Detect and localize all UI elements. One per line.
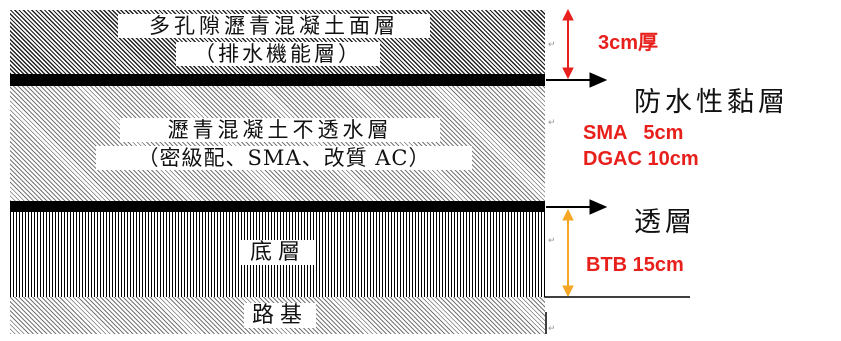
orange-thickness-arrow — [562, 208, 574, 298]
paragraph-mark: ↵ — [548, 324, 556, 334]
base-label-text: 底層 — [249, 240, 306, 265]
impermeable-asphalt-line2: （密級配、SMA、改質 AC） — [137, 146, 431, 170]
prime-coat-arrow — [546, 199, 608, 215]
paragraph-mark: ↵ — [548, 40, 556, 50]
thickness-top-label: 3cm厚 — [598, 32, 659, 54]
impermeable-asphalt-line1: 瀝青混凝土不透水層 — [167, 118, 393, 142]
porous-asphalt-sublabel: （排水機能層） — [176, 42, 380, 67]
porous-asphalt-line2: （排水機能層） — [194, 42, 362, 66]
subgrade-label-text: 路基 — [251, 303, 308, 328]
impermeable-asphalt-label: 瀝青混凝土不透水層 — [120, 118, 440, 143]
tack-coat-arrow — [546, 72, 608, 88]
prime-coat-label: 透層 — [634, 207, 696, 238]
porous-asphalt-line1: 多孔隙瀝青混凝土面層 — [149, 14, 399, 38]
paragraph-mark: ↵ — [548, 236, 556, 246]
tack-coat-band — [10, 74, 545, 86]
impermeable-asphalt-layer — [10, 86, 545, 201]
impermeable-asphalt-sublabel: （密級配、SMA、改質 AC） — [96, 146, 472, 171]
thickness-sma-label: SMA 5cm — [583, 122, 684, 144]
tack-coat-label: 防水性黏層 — [634, 87, 789, 118]
subgrade-label: 路基 — [244, 303, 316, 329]
red-thickness-arrow — [562, 8, 574, 80]
porous-asphalt-label: 多孔隙瀝青混凝土面層 — [118, 14, 430, 39]
thickness-dgac-label: DGAC 10cm — [583, 148, 699, 170]
thickness-btb-label: BTB 15cm — [586, 254, 684, 276]
prime-coat-band — [10, 201, 545, 212]
base-label: 底層 — [240, 240, 316, 266]
paragraph-mark: ↵ — [548, 118, 556, 128]
